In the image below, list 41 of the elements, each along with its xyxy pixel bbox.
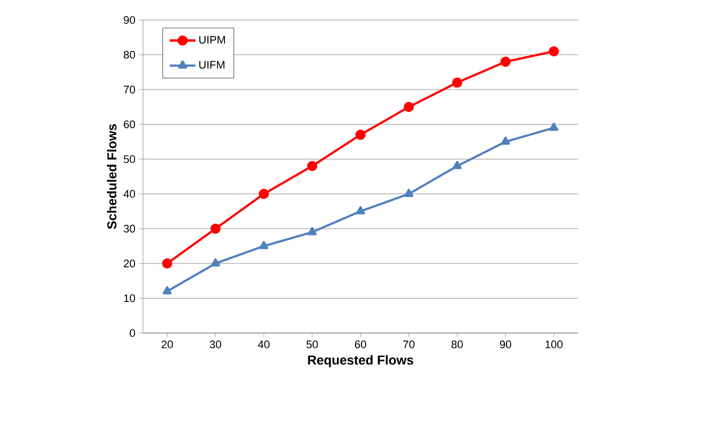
y-tick-label: 80 [124, 50, 136, 59]
point [308, 227, 317, 236]
y-tick-label: 90 [124, 16, 136, 24]
point [210, 258, 220, 267]
x-tick-label: 40 [258, 340, 270, 348]
x-tick-label: 60 [354, 340, 366, 348]
point [404, 188, 414, 197]
point [210, 224, 221, 234]
y-tick-label: 20 [124, 260, 136, 268]
point [452, 160, 462, 170]
y-tick-label: 10 [124, 294, 136, 302]
point [356, 206, 366, 214]
x-tick-label: 70 [403, 340, 414, 348]
x-axis-title: Requested Flows [308, 355, 414, 368]
x-tick-label: 30 [210, 340, 222, 348]
x-tick-label: 50 [306, 340, 318, 348]
point [258, 188, 269, 199]
point [162, 258, 172, 269]
point [549, 122, 558, 131]
y-tick-label: 70 [124, 86, 136, 94]
point [404, 102, 414, 112]
legend-label: UIFM [199, 61, 224, 69]
y-tick-label: 50 [124, 155, 136, 163]
x-tick-label: 90 [500, 340, 512, 348]
x-tick-label: 80 [452, 340, 463, 348]
x-tick-label: 20 [162, 340, 173, 348]
y-tick-label: 0 [130, 329, 136, 337]
point [500, 136, 510, 145]
point [500, 56, 511, 67]
point [307, 160, 318, 172]
y-axis-title: Scheduled Flows [106, 124, 116, 230]
legend-label: UIPM [199, 36, 225, 44]
y-tick-label: 60 [124, 120, 136, 128]
point [259, 240, 268, 250]
y-tick-label: 40 [124, 190, 136, 198]
point [548, 46, 559, 56]
point [355, 130, 366, 140]
x-tick-label: 100 [546, 340, 563, 348]
point [452, 78, 462, 88]
point [162, 286, 172, 294]
y-tick-label: 30 [124, 224, 136, 233]
